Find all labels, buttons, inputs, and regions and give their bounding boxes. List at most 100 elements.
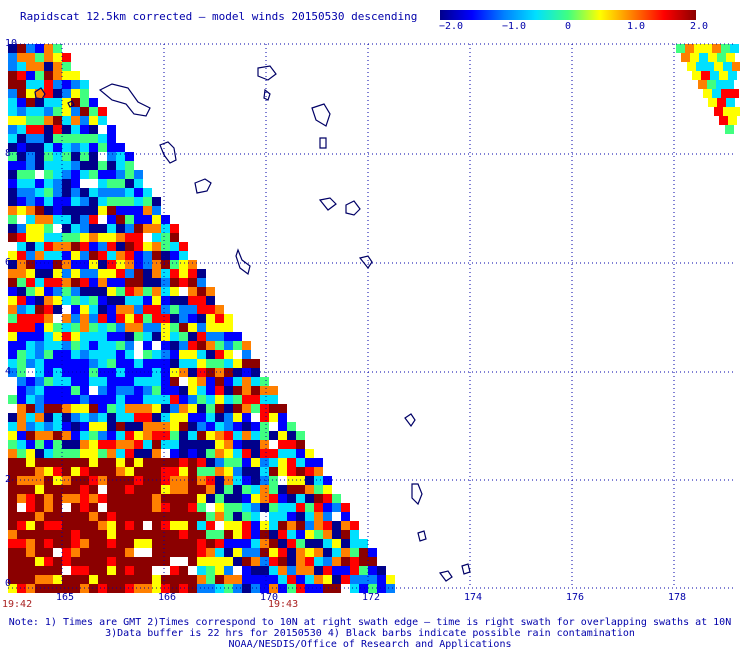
wind-cell bbox=[8, 485, 17, 494]
wind-cell bbox=[224, 413, 233, 422]
wind-cell bbox=[341, 548, 350, 557]
wind-cell bbox=[242, 494, 251, 503]
wind-cell bbox=[206, 494, 215, 503]
wind-cell bbox=[80, 494, 89, 503]
wind-cell bbox=[26, 206, 35, 215]
wind-cell bbox=[179, 278, 188, 287]
wind-cell bbox=[125, 584, 134, 593]
wind-cell bbox=[152, 413, 161, 422]
wind-cell bbox=[8, 116, 17, 125]
wind-cell bbox=[71, 71, 80, 80]
wind-cell bbox=[188, 575, 197, 584]
wind-cell bbox=[98, 143, 107, 152]
wind-cell bbox=[730, 44, 739, 53]
wind-cell bbox=[170, 539, 179, 548]
wind-cell bbox=[161, 332, 170, 341]
wind-cell bbox=[143, 449, 152, 458]
wind-cell bbox=[197, 413, 206, 422]
wind-cell bbox=[62, 359, 71, 368]
wind-cell bbox=[170, 530, 179, 539]
wind-cell bbox=[251, 476, 260, 485]
wind-cell bbox=[350, 539, 359, 548]
wind-cell bbox=[197, 377, 206, 386]
wind-cell bbox=[116, 575, 125, 584]
wind-cell bbox=[152, 512, 161, 521]
wind-cell bbox=[44, 80, 53, 89]
wind-cell bbox=[305, 548, 314, 557]
wind-cell bbox=[125, 377, 134, 386]
wind-cell bbox=[179, 422, 188, 431]
wind-cell bbox=[269, 539, 278, 548]
wind-cell bbox=[125, 224, 134, 233]
wind-cell bbox=[62, 323, 71, 332]
wind-cell bbox=[80, 350, 89, 359]
wind-cell bbox=[17, 566, 26, 575]
wind-cell bbox=[80, 89, 89, 98]
wind-cell bbox=[71, 206, 80, 215]
wind-cell bbox=[71, 296, 80, 305]
wind-cell bbox=[44, 44, 53, 53]
wind-cell bbox=[170, 314, 179, 323]
wind-cell bbox=[269, 431, 278, 440]
wind-cell bbox=[17, 539, 26, 548]
wind-cell bbox=[278, 422, 287, 431]
wind-cell bbox=[89, 251, 98, 260]
wind-cell bbox=[53, 404, 62, 413]
wind-cell bbox=[152, 422, 161, 431]
wind-cell bbox=[143, 395, 152, 404]
wind-cell bbox=[197, 368, 206, 377]
wind-cell bbox=[179, 431, 188, 440]
wind-cell bbox=[26, 431, 35, 440]
wind-cell bbox=[116, 143, 125, 152]
wind-cell bbox=[89, 377, 98, 386]
wind-cell bbox=[8, 44, 17, 53]
wind-cell bbox=[116, 305, 125, 314]
wind-cell bbox=[197, 503, 206, 512]
wind-cell bbox=[143, 368, 152, 377]
wind-cell bbox=[116, 260, 125, 269]
wind-cell bbox=[107, 512, 116, 521]
wind-cell bbox=[287, 485, 296, 494]
wind-cell bbox=[314, 557, 323, 566]
wind-cell bbox=[152, 332, 161, 341]
wind-cell bbox=[215, 395, 224, 404]
wind-cell bbox=[62, 557, 71, 566]
wind-cell bbox=[161, 368, 170, 377]
wind-cell bbox=[710, 71, 719, 80]
island-outline bbox=[67, 100, 75, 108]
wind-cell bbox=[152, 404, 161, 413]
wind-cell bbox=[17, 80, 26, 89]
wind-cell bbox=[260, 521, 269, 530]
wind-cell bbox=[26, 350, 35, 359]
wind-cell bbox=[170, 521, 179, 530]
wind-cell bbox=[53, 305, 62, 314]
wind-cell bbox=[215, 404, 224, 413]
wind-cell bbox=[224, 422, 233, 431]
wind-cell bbox=[269, 548, 278, 557]
wind-cell bbox=[206, 359, 215, 368]
wind-cell bbox=[233, 359, 242, 368]
wind-cell bbox=[35, 422, 44, 431]
wind-cell bbox=[71, 305, 80, 314]
wind-cell bbox=[278, 467, 287, 476]
wind-cell bbox=[80, 521, 89, 530]
wind-cell bbox=[107, 332, 116, 341]
wind-cell bbox=[17, 494, 26, 503]
wind-cell bbox=[53, 206, 62, 215]
wind-cell bbox=[251, 512, 260, 521]
wind-cell bbox=[116, 422, 125, 431]
wind-cell bbox=[62, 80, 71, 89]
wind-cell bbox=[89, 449, 98, 458]
wind-cell bbox=[224, 485, 233, 494]
wind-cell bbox=[80, 467, 89, 476]
wind-cell bbox=[62, 170, 71, 179]
wind-cell bbox=[206, 449, 215, 458]
wind-cell bbox=[206, 431, 215, 440]
wind-cell bbox=[341, 557, 350, 566]
wind-cell bbox=[89, 521, 98, 530]
wind-cell bbox=[44, 359, 53, 368]
wind-cell bbox=[8, 548, 17, 557]
wind-cell bbox=[188, 359, 197, 368]
wind-cell bbox=[305, 530, 314, 539]
wind-cell bbox=[690, 53, 699, 62]
